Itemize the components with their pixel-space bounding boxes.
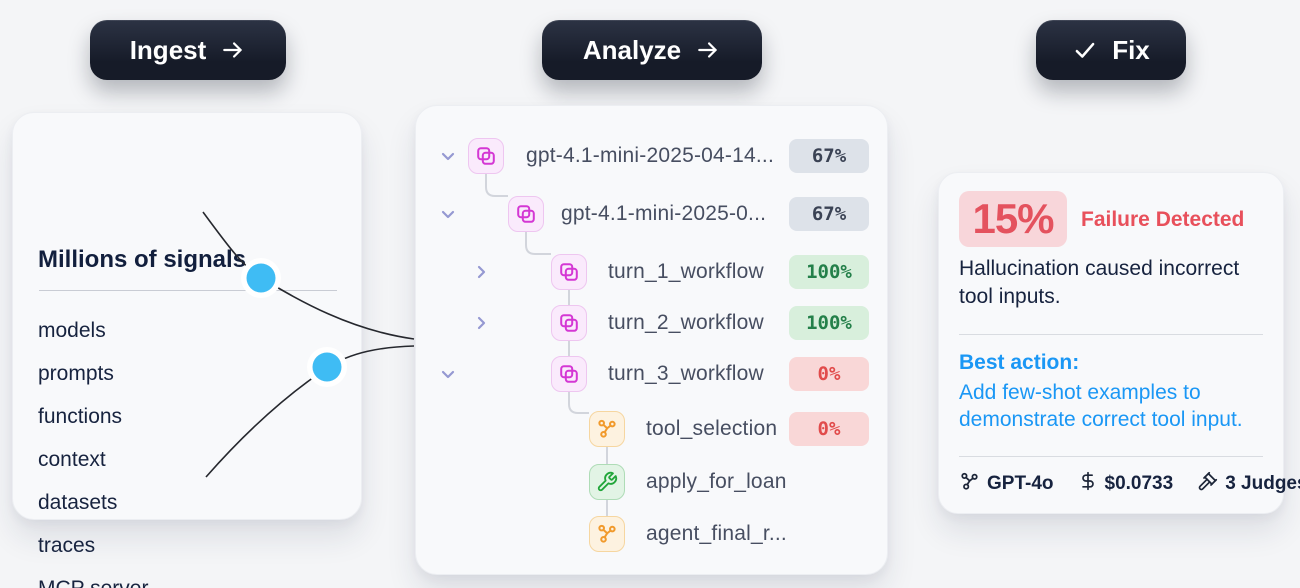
divider xyxy=(959,334,1263,335)
analyze-button-label: Analyze xyxy=(582,34,682,65)
tree-node-label: agent_final_r... xyxy=(646,522,787,545)
tree-node-label: turn_1_workflow xyxy=(608,260,764,283)
copy-node-icon xyxy=(551,305,587,341)
wrench-node-icon xyxy=(589,464,625,500)
check-icon xyxy=(1072,37,1098,63)
divider xyxy=(959,456,1263,457)
chevron-right-icon[interactable] xyxy=(471,262,491,282)
chevron-down-icon[interactable] xyxy=(438,146,458,166)
signals-card-title: Millions of signals xyxy=(38,246,247,273)
workflow-node-icon xyxy=(589,516,625,552)
workflow-icon xyxy=(959,471,980,498)
signal-item-context: context xyxy=(38,447,106,471)
dollar-icon xyxy=(1078,471,1098,497)
tree-row-child-model[interactable]: gpt-4.1-mini-2025-0... 67% xyxy=(416,196,887,232)
copy-node-icon xyxy=(551,356,587,392)
meta-cost-text: $0.0733 xyxy=(1104,473,1174,494)
divider xyxy=(39,290,337,291)
tree-connector-lines xyxy=(485,174,608,516)
analyze-button[interactable]: Analyze xyxy=(542,20,762,80)
meta-cost: $0.0733 xyxy=(1078,471,1174,497)
tree-node-label: apply_for_loan xyxy=(646,470,787,493)
failure-meta-row: GPT-4o $0.0733 3 Judges xyxy=(959,469,1300,499)
tree-row-turn-2[interactable]: turn_2_workflow 100% xyxy=(416,305,887,341)
tree-row-root-model[interactable]: gpt-4.1-mini-2025-04-14... 67% xyxy=(416,138,887,174)
meta-model-text: GPT-4o xyxy=(987,473,1054,494)
tree-row-tool-selection[interactable]: tool_selection 0% xyxy=(416,411,887,447)
tree-row-agent-final-response[interactable]: agent_final_r... xyxy=(416,516,887,552)
score-badge: 67% xyxy=(789,139,869,173)
signals-list: models prompts functions context dataset… xyxy=(38,309,148,588)
chevron-down-icon[interactable] xyxy=(438,364,458,384)
ingest-button[interactable]: Ingest xyxy=(90,20,286,80)
tree-node-label: turn_3_workflow xyxy=(608,362,764,385)
signal-item-models: models xyxy=(38,318,106,342)
tree-row-turn-3[interactable]: turn_3_workflow 0% xyxy=(416,356,887,392)
chevron-down-icon[interactable] xyxy=(438,204,458,224)
fix-button[interactable]: Fix xyxy=(1036,20,1186,80)
arrow-right-icon xyxy=(220,37,246,63)
failure-description: Hallucination caused incorrect tool inpu… xyxy=(959,257,1240,308)
best-action-label: Best action: xyxy=(959,351,1080,374)
failure-status-label: Failure Detected xyxy=(1081,208,1245,231)
fix-button-label: Fix xyxy=(1112,34,1150,65)
trace-tree-card: gpt-4.1-mini-2025-04-14... 67% gpt-4.1-m… xyxy=(415,105,888,575)
signal-item-traces: traces xyxy=(38,533,96,557)
signal-item-prompts: prompts xyxy=(38,361,114,385)
gavel-icon xyxy=(1197,471,1218,498)
score-badge: 100% xyxy=(789,306,869,340)
tree-node-label: turn_2_workflow xyxy=(608,311,764,334)
signal-item-mcp-server: MCP server xyxy=(38,576,149,588)
copy-node-icon xyxy=(468,138,504,174)
failure-card: 15% Failure Detected Hallucination cause… xyxy=(938,172,1300,514)
failure-rate-badge: 15% xyxy=(959,191,1067,247)
chevron-right-icon[interactable] xyxy=(471,313,491,333)
score-badge: 67% xyxy=(789,197,869,231)
score-badge: 0% xyxy=(789,412,869,446)
score-badge: 100% xyxy=(789,255,869,289)
copy-node-icon xyxy=(551,254,587,290)
tree-row-apply-for-loan[interactable]: apply_for_loan xyxy=(416,464,887,500)
tree-node-label: gpt-4.1-mini-2025-0... xyxy=(561,202,767,225)
signal-item-functions: functions xyxy=(38,404,123,428)
meta-judges: 3 Judges xyxy=(1197,471,1300,498)
signal-item-datasets: datasets xyxy=(38,490,118,514)
meta-judges-text: 3 Judges xyxy=(1225,473,1300,494)
tree-node-label: tool_selection xyxy=(646,417,778,440)
copy-node-icon xyxy=(508,196,544,232)
ingest-button-label: Ingest xyxy=(129,34,207,65)
tree-row-turn-1[interactable]: turn_1_workflow 100% xyxy=(416,254,887,290)
score-badge: 0% xyxy=(789,357,869,391)
meta-model: GPT-4o xyxy=(959,471,1054,498)
signals-card: Millions of signals models prompts funct… xyxy=(12,112,362,588)
workflow-node-icon xyxy=(589,411,625,447)
best-action-text[interactable]: Add few-shot examples to demonstrate cor… xyxy=(959,381,1243,431)
tree-node-label: gpt-4.1-mini-2025-04-14... xyxy=(526,144,774,167)
arrow-right-icon xyxy=(695,37,721,63)
